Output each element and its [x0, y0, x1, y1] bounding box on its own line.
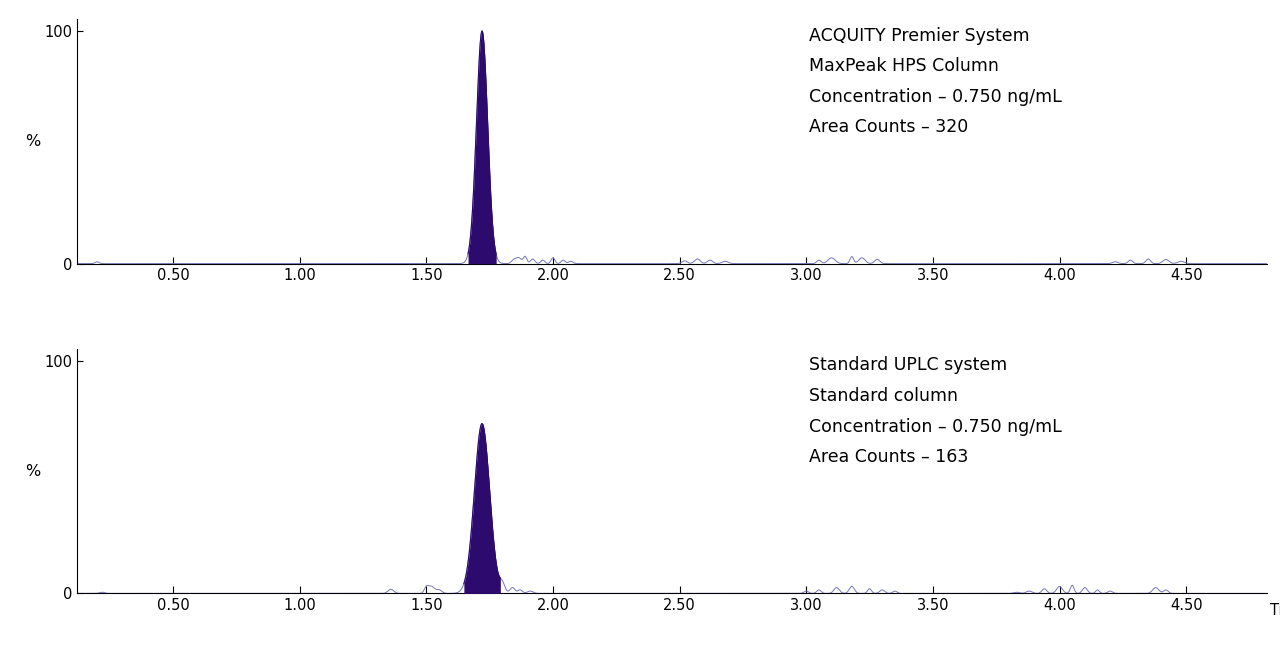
Text: ACQUITY Premier System
MaxPeak HPS Column
Concentration – 0.750 ng/mL
Area Count: ACQUITY Premier System MaxPeak HPS Colum…	[809, 26, 1061, 137]
Y-axis label: %: %	[26, 464, 41, 479]
Y-axis label: %: %	[26, 134, 41, 149]
Text: Standard UPLC system
Standard column
Concentration – 0.750 ng/mL
Area Counts – 1: Standard UPLC system Standard column Con…	[809, 357, 1061, 466]
Text: Time: Time	[1270, 603, 1280, 618]
